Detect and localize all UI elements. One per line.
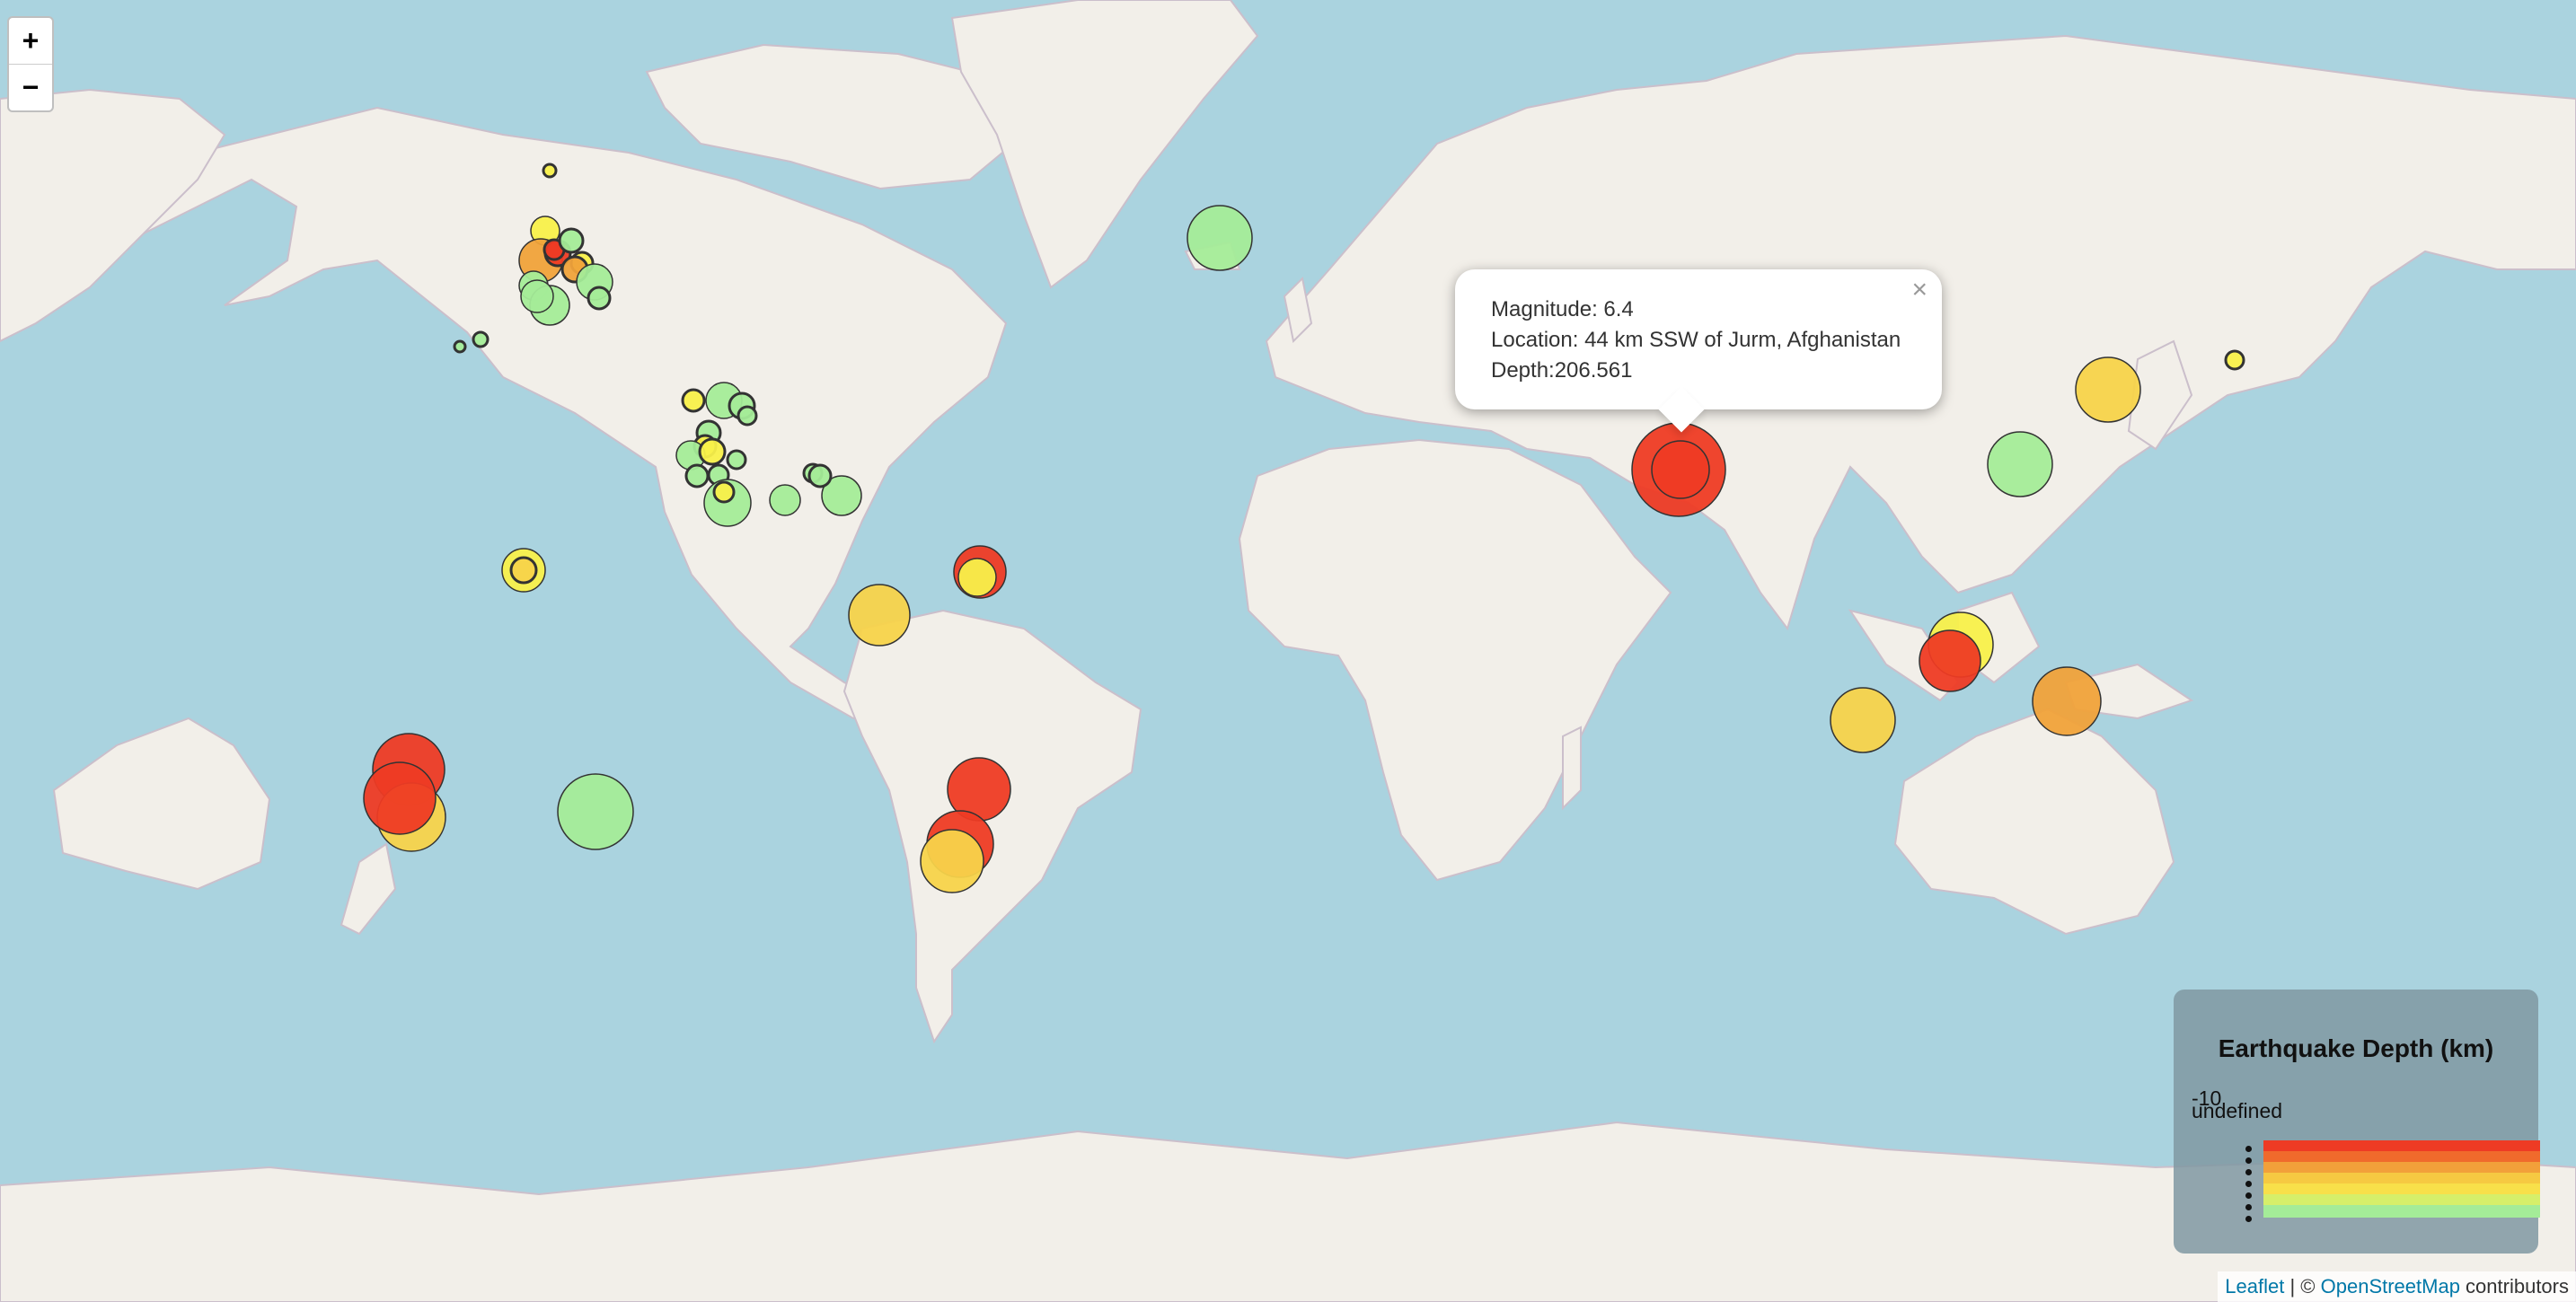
landmass-south-america [842, 609, 1142, 1044]
landmass-madagascar [1562, 726, 1582, 811]
landmass-antarctica [0, 1121, 2576, 1302]
legend-title: Earthquake Depth (km) [2218, 1034, 2494, 1062]
landmass-japan [2127, 339, 2193, 451]
landmass-uk [1283, 276, 1313, 344]
legend-bullet [2245, 1181, 2252, 1187]
attribution-suffix: contributors [2459, 1275, 2569, 1298]
earthquake-marker[interactable] [509, 556, 538, 585]
legend-bullet [2245, 1157, 2252, 1164]
earthquake-marker[interactable] [957, 558, 997, 597]
earthquake-marker[interactable] [1187, 205, 1253, 271]
legend-undefined-label: undefined [2192, 1099, 2283, 1122]
earthquake-marker[interactable] [807, 463, 833, 488]
earthquake-marker[interactable] [558, 227, 585, 254]
earthquake-popup: × Magnitude: 6.4 Location: 44 km SSW of … [1455, 269, 1942, 433]
landmass-australia-west [52, 717, 271, 891]
earthquake-marker[interactable] [363, 761, 437, 835]
earthquake-marker[interactable] [684, 463, 710, 488]
earthquake-marker[interactable] [920, 829, 984, 893]
legend-color-band [2263, 1194, 2540, 1207]
landmass-arctic-islands [645, 43, 1026, 190]
leaflet-link[interactable]: Leaflet [2225, 1275, 2285, 1298]
legend-bullet [2245, 1204, 2252, 1210]
legend-bullets [2245, 1146, 2254, 1227]
earthquake-marker[interactable] [848, 584, 911, 647]
earthquake-marker[interactable] [698, 437, 727, 466]
earthquake-marker[interactable] [557, 773, 634, 850]
earthquake-marker[interactable] [587, 286, 612, 311]
popup-depth: Depth:206.561 [1491, 358, 1633, 383]
landmass-asia-west [0, 88, 226, 343]
earthquake-marker[interactable] [769, 484, 801, 516]
landmass-new-zealand [340, 842, 397, 936]
popup-location: Location: 44 km SSW of Jurm, Afghanistan [1491, 328, 1901, 352]
popup-magnitude: Magnitude: 6.4 [1491, 297, 1634, 321]
earthquake-marker[interactable] [542, 163, 558, 179]
earthquake-marker[interactable] [737, 405, 758, 427]
earthquake-marker[interactable] [453, 339, 467, 354]
landmass-north-america [106, 106, 1008, 720]
legend-bullet [2245, 1146, 2252, 1152]
earthquake-marker[interactable] [2075, 356, 2141, 423]
earthquake-marker[interactable] [1651, 440, 1710, 499]
legend-color-band [2263, 1205, 2540, 1218]
earthquake-marker[interactable] [1830, 687, 1896, 753]
zoom-control: + − [7, 16, 54, 112]
earthquake-marker[interactable] [681, 388, 706, 413]
popup-close-button[interactable]: × [1911, 275, 1928, 304]
earthquake-marker[interactable] [726, 449, 747, 471]
earthquake-marker[interactable] [712, 480, 736, 504]
legend-bullet [2245, 1216, 2252, 1222]
legend-color-band [2263, 1151, 2540, 1164]
legend-color-band [2263, 1183, 2540, 1196]
attribution-separator: | © [2284, 1275, 2321, 1298]
earthquake-marker[interactable] [1919, 629, 1981, 692]
attribution: Leaflet | © OpenStreetMap contributors [2218, 1271, 2576, 1302]
legend-bullet [2245, 1169, 2252, 1175]
osm-link[interactable]: OpenStreetMap [2320, 1275, 2460, 1298]
zoom-in-button[interactable]: + [22, 24, 40, 57]
earthquake-marker[interactable] [520, 279, 554, 313]
landmass-greenland [950, 0, 1259, 289]
earthquake-marker[interactable] [821, 475, 862, 516]
earthquake-marker[interactable] [2224, 349, 2245, 371]
earthquake-marker[interactable] [472, 330, 490, 348]
legend-color-band [2263, 1162, 2540, 1174]
zoom-out-button[interactable]: − [9, 64, 52, 110]
legend-bullet [2245, 1192, 2252, 1199]
earthquake-marker[interactable] [1987, 431, 2053, 497]
legend-min-label: -10 [2192, 1086, 2222, 1110]
depth-legend: Earthquake Depth (km) -10 undefined [2174, 990, 2540, 1254]
legend-color-band [2263, 1173, 2540, 1185]
earthquake-marker[interactable] [2032, 666, 2102, 736]
legend-color-band [2263, 1140, 2540, 1153]
